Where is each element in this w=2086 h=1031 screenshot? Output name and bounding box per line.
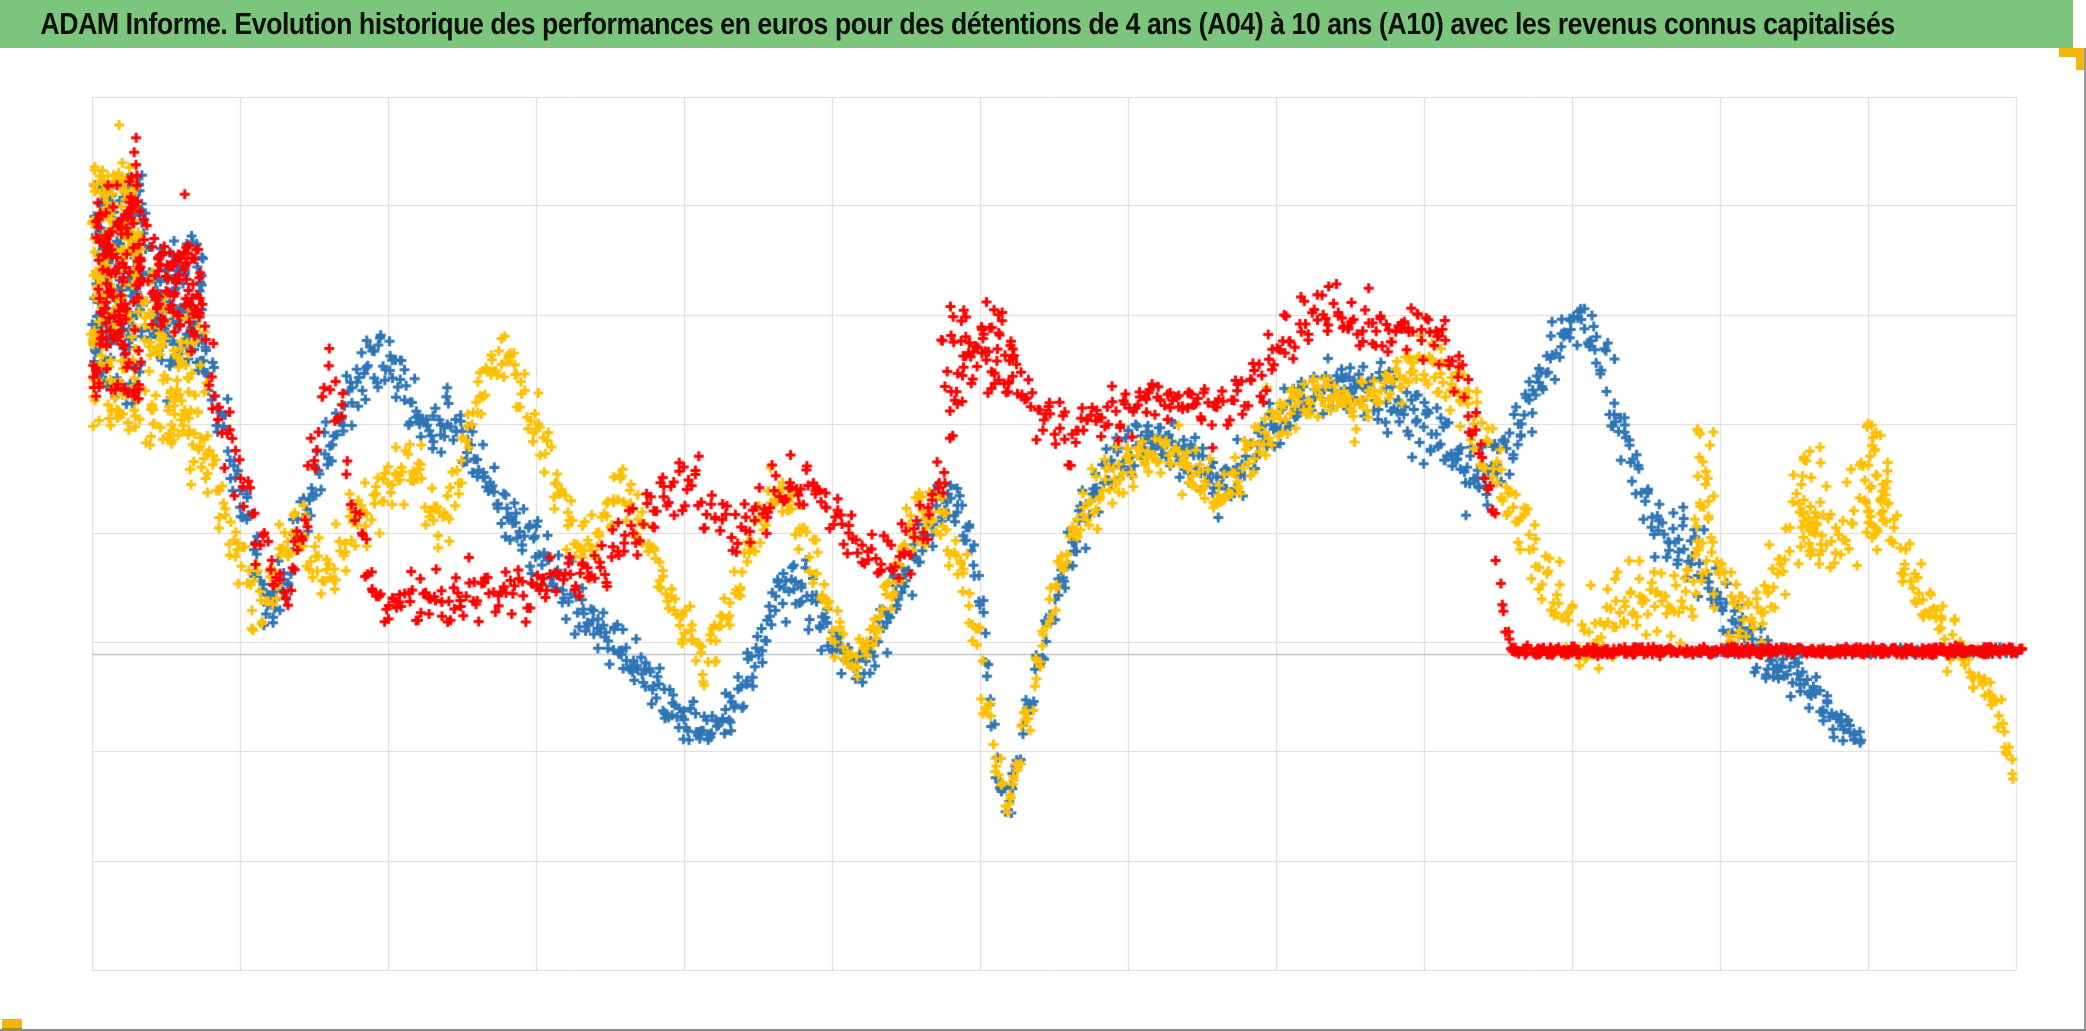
selection-handle-top-right[interactable] — [2059, 48, 2085, 70]
window-border-right — [2084, 48, 2086, 1031]
chart-title: ADAM Informe. Evolution historique des p… — [40, 6, 1895, 41]
window-border-bottom — [0, 1029, 2086, 1031]
chart-title-bar: ADAM Informe. Evolution historique des p… — [0, 0, 2073, 48]
